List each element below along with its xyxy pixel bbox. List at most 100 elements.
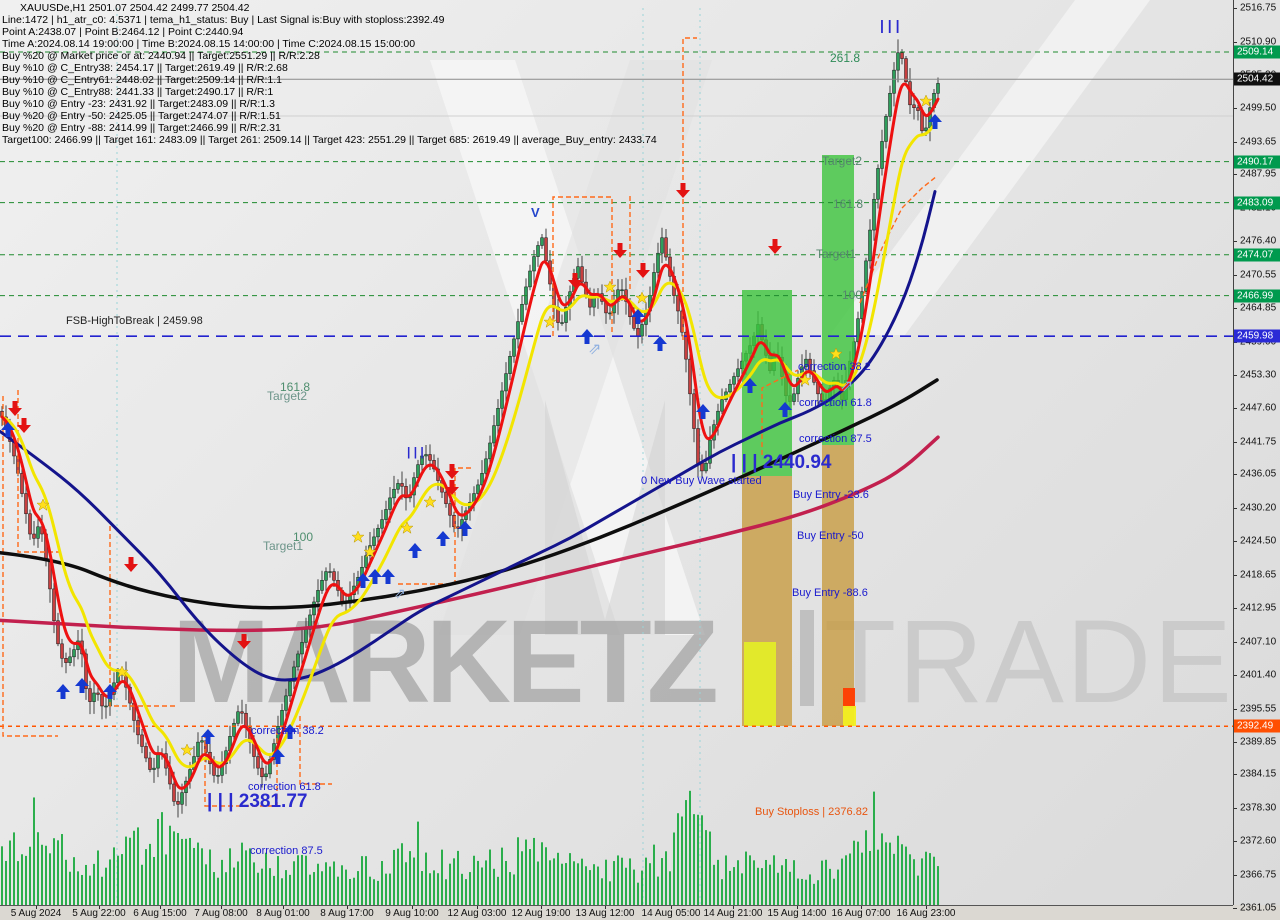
- star-icon: [115, 665, 129, 678]
- volume-bar: [933, 856, 935, 905]
- price-tick-label: 2424.50: [1240, 535, 1277, 547]
- volume-bar: [877, 849, 879, 905]
- volume-bar: [133, 830, 135, 905]
- volume-bar: [853, 840, 855, 905]
- time-tick-label: 12 Aug 03:00: [447, 908, 507, 919]
- volume-bar: [349, 878, 351, 905]
- price-axis[interactable]: 2516.752510.902505.202499.502493.652487.…: [1233, 0, 1280, 914]
- volume-bar: [25, 855, 27, 905]
- candle-body: [296, 653, 300, 668]
- price-tick-mark: [1233, 774, 1237, 776]
- price-tick-mark: [1233, 841, 1237, 843]
- volume-bar: [281, 878, 283, 905]
- time-tick-label: 16 Aug 23:00: [896, 908, 956, 919]
- volume-bar: [337, 876, 339, 905]
- star-icon: [400, 521, 414, 534]
- candle-body: [428, 454, 432, 461]
- candle-body: [144, 746, 148, 759]
- candle-body: [100, 694, 104, 707]
- buy-arrow-icon: [436, 531, 450, 546]
- ma-crimson-slow: [0, 435, 940, 633]
- volume-bar: [801, 878, 803, 905]
- info-line: Time A:2024.08.14 19:00:00 | Time B:2024…: [2, 38, 416, 50]
- volume-bar: [161, 812, 163, 905]
- buy-arrow-icon: [653, 336, 667, 351]
- info-line: Line:1472 | h1_atr_c0: 4.5371 | tema_h1_…: [2, 14, 445, 26]
- volume-bar: [917, 875, 919, 905]
- candle-body: [320, 580, 324, 591]
- time-tick-mark: [99, 906, 100, 909]
- volume-bar: [201, 848, 203, 905]
- candle-body: [872, 198, 876, 231]
- volume-bar: [313, 872, 315, 905]
- volume-bar: [353, 877, 355, 905]
- candle-body: [304, 629, 308, 643]
- candle-body: [884, 116, 888, 142]
- time-tick-label: 14 Aug 05:00: [641, 908, 701, 919]
- volume-bar: [525, 839, 527, 905]
- buy-arrow-icon: [201, 729, 215, 744]
- candle-body: [488, 442, 492, 460]
- volume-bar: [389, 873, 391, 905]
- candle-body: [564, 306, 568, 323]
- candle-body: [104, 705, 108, 708]
- buy-arrow-icon: [75, 678, 89, 693]
- price-tick-mark: [1233, 474, 1237, 476]
- volume-bar: [197, 842, 199, 905]
- candle-body: [728, 383, 732, 393]
- volume-bar: [709, 831, 711, 905]
- volume-bar: [53, 838, 55, 905]
- volume-bar: [513, 874, 515, 905]
- entry-zone-right-tan: [822, 445, 854, 726]
- candle-body: [96, 692, 100, 695]
- volume-bar: [89, 875, 91, 905]
- time-tick-label: 12 Aug 19:00: [511, 908, 571, 919]
- buy-arrow-icon: [283, 724, 297, 739]
- volume-bar: [693, 814, 695, 905]
- price-tick-label: 2516.75: [1240, 2, 1277, 14]
- candle-body: [64, 658, 68, 663]
- price-tick-mark: [1233, 708, 1237, 710]
- price-badge: 2459.98: [1233, 329, 1280, 343]
- volume-bar: [457, 850, 459, 905]
- candle-body: [388, 497, 392, 510]
- candle-body: [452, 514, 456, 528]
- volume-bar: [49, 853, 51, 905]
- volume-bar: [73, 857, 75, 905]
- volume-bar: [729, 870, 731, 905]
- candle-body: [720, 399, 724, 412]
- info-line: Buy %10 @ C_Entry88: 2441.33 || Target:2…: [2, 86, 274, 98]
- volume-bar: [761, 868, 763, 905]
- volume-bar: [909, 854, 911, 905]
- signal-markers-group: [1, 94, 942, 764]
- price-tick-label: 2372.60: [1240, 835, 1277, 847]
- candle-body: [324, 571, 328, 581]
- volume-bar: [605, 859, 607, 905]
- volume-bar: [449, 863, 451, 905]
- volume-bar: [769, 864, 771, 905]
- volume-bar: [889, 842, 891, 905]
- volume-bar: [925, 851, 927, 905]
- volume-bar: [385, 873, 387, 905]
- volume-bar: [717, 859, 719, 905]
- sell-arrow-icon: [445, 464, 459, 479]
- volume-bar: [185, 838, 187, 905]
- axis-corner: [1233, 905, 1280, 920]
- price-tick-label: 2499.50: [1240, 102, 1277, 114]
- zone-boxes-group: [742, 155, 856, 726]
- candle-body: [864, 260, 868, 292]
- volume-bar: [713, 864, 715, 905]
- volume-bar: [357, 871, 359, 905]
- volume-bar: [77, 871, 79, 905]
- volume-bar: [121, 854, 123, 905]
- price-badge: 2504.42: [1233, 72, 1280, 86]
- volume-bar: [521, 851, 523, 905]
- volume-bar: [921, 858, 923, 905]
- volume-bar: [85, 864, 87, 905]
- time-axis[interactable]: 5 Aug 2024 5 Aug 22:00 6 Aug 15:00 7 Aug 08…: [0, 905, 1233, 920]
- price-axis-divider: [1233, 0, 1234, 905]
- candle-body: [516, 321, 520, 340]
- time-tick-mark: [797, 906, 798, 909]
- price-tick-mark: [1233, 407, 1237, 409]
